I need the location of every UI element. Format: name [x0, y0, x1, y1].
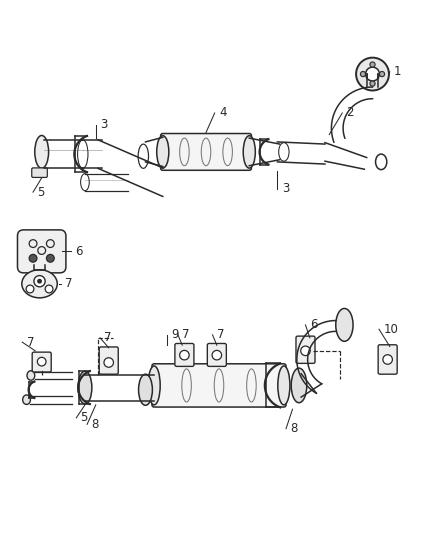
- Circle shape: [301, 346, 310, 356]
- Circle shape: [383, 355, 392, 364]
- Circle shape: [37, 357, 46, 366]
- Text: 10: 10: [383, 322, 398, 336]
- Circle shape: [29, 254, 37, 262]
- Ellipse shape: [278, 366, 290, 405]
- Text: 9: 9: [171, 328, 179, 341]
- Circle shape: [370, 81, 375, 86]
- Ellipse shape: [243, 136, 255, 168]
- Circle shape: [38, 279, 41, 283]
- Circle shape: [360, 71, 366, 77]
- FancyBboxPatch shape: [175, 343, 194, 366]
- Text: 6: 6: [75, 245, 82, 258]
- Text: 8: 8: [92, 418, 99, 431]
- Text: 7: 7: [66, 277, 73, 290]
- Circle shape: [379, 71, 385, 77]
- Circle shape: [212, 350, 222, 360]
- Text: 2: 2: [346, 107, 354, 119]
- Ellipse shape: [291, 368, 307, 403]
- FancyBboxPatch shape: [207, 343, 226, 366]
- Text: 7: 7: [182, 328, 190, 341]
- Circle shape: [45, 285, 53, 293]
- Text: 3: 3: [282, 182, 289, 195]
- Text: 5: 5: [37, 185, 45, 199]
- Circle shape: [180, 350, 189, 360]
- Circle shape: [370, 62, 375, 67]
- FancyBboxPatch shape: [161, 134, 251, 170]
- Ellipse shape: [157, 136, 169, 168]
- FancyBboxPatch shape: [296, 336, 315, 364]
- Text: 8: 8: [290, 422, 298, 435]
- Text: 1: 1: [394, 66, 402, 78]
- FancyBboxPatch shape: [32, 352, 51, 372]
- Circle shape: [366, 67, 379, 81]
- Circle shape: [26, 285, 34, 293]
- Text: 3: 3: [100, 118, 107, 131]
- Ellipse shape: [27, 371, 35, 380]
- Text: 5: 5: [81, 411, 88, 424]
- Ellipse shape: [23, 395, 31, 405]
- Text: 4: 4: [219, 107, 226, 119]
- Text: 7: 7: [217, 328, 224, 341]
- Ellipse shape: [35, 135, 49, 168]
- Text: 7: 7: [27, 336, 34, 349]
- Circle shape: [356, 58, 389, 91]
- Ellipse shape: [78, 371, 92, 404]
- Ellipse shape: [22, 270, 57, 298]
- Ellipse shape: [148, 366, 160, 405]
- Circle shape: [104, 358, 113, 367]
- Text: 7: 7: [104, 332, 112, 344]
- FancyBboxPatch shape: [99, 347, 118, 374]
- Circle shape: [34, 276, 45, 287]
- Circle shape: [46, 254, 54, 262]
- FancyBboxPatch shape: [32, 168, 47, 177]
- Text: 6: 6: [310, 318, 317, 332]
- FancyBboxPatch shape: [152, 364, 286, 407]
- FancyBboxPatch shape: [378, 345, 397, 374]
- FancyBboxPatch shape: [18, 230, 66, 273]
- Ellipse shape: [336, 309, 353, 341]
- Ellipse shape: [138, 374, 152, 405]
